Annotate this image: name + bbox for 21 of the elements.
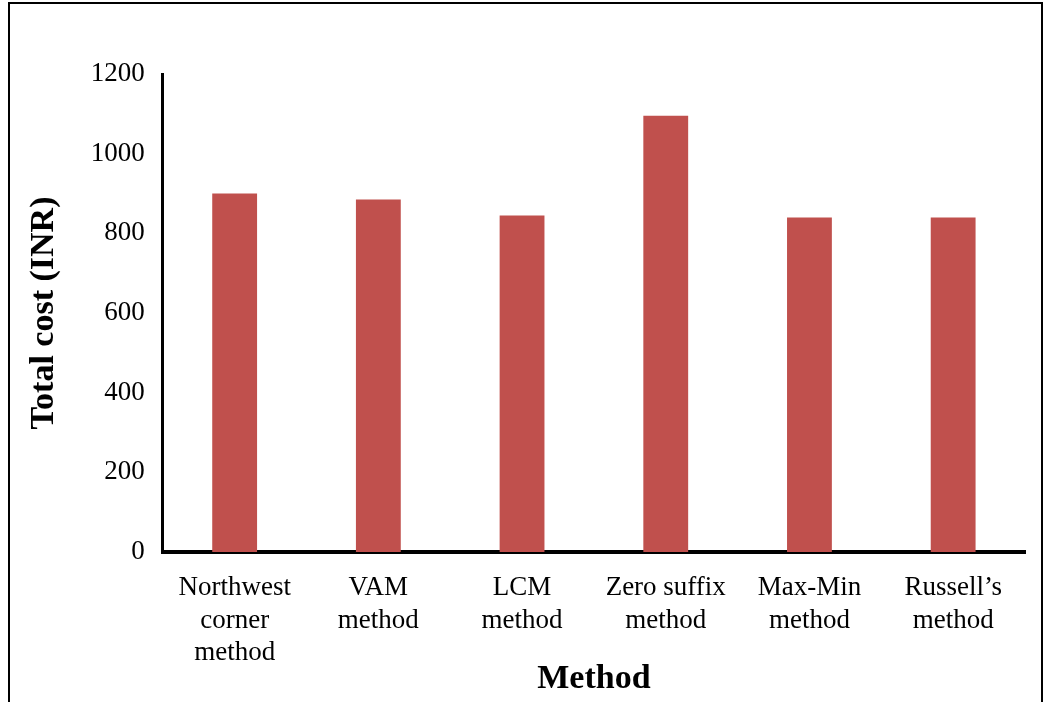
y-tick-label: 400	[104, 375, 145, 406]
x-tick-label: Zero suffix method	[605, 571, 727, 634]
y-tick-label: 600	[104, 296, 145, 327]
x-tick-label: Russell’s method	[904, 571, 1002, 634]
y-tick-label: 1000	[90, 136, 145, 167]
x-tick-label: LCM method	[481, 571, 564, 634]
y-tick-label: 800	[104, 216, 145, 247]
bar	[212, 193, 258, 552]
bar	[355, 199, 401, 552]
y-tick-label: 0	[131, 535, 145, 566]
y-axis-title: Total cost (INR)	[23, 196, 62, 430]
y-tick-label: 1200	[90, 57, 145, 88]
x-axis-title: Method	[537, 658, 651, 696]
x-tick-label: Northwest corner method	[178, 571, 292, 667]
bar	[787, 217, 832, 552]
x-tick-label: VAM method	[337, 571, 420, 634]
x-tick-label: Max-Min method	[757, 571, 862, 634]
bar	[930, 217, 976, 552]
y-tick-label: 200	[104, 455, 145, 486]
bar	[643, 115, 689, 552]
bar	[499, 215, 545, 552]
